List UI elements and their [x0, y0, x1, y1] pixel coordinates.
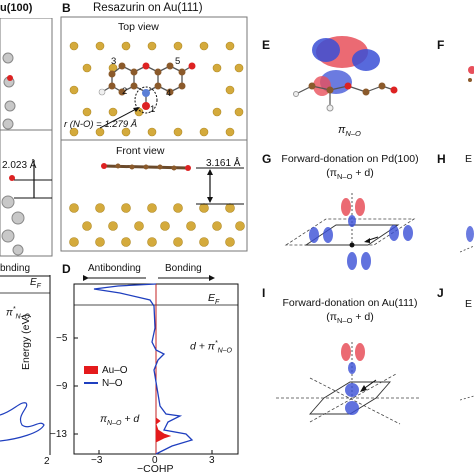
molecule-atoms [98, 62, 196, 110]
x-tick-neg3: −3 [91, 455, 103, 466]
x-tick-0: 0 [152, 455, 158, 466]
legend-n-o: N–O [84, 377, 128, 390]
front-distance-label: 3.161 Å [206, 158, 241, 169]
panel-e-caption: πN–O [338, 124, 361, 139]
panel-h-fragment-diagram [460, 226, 474, 253]
panel-j-fragment: E [465, 298, 473, 310]
atom-label-2: 2 [122, 86, 128, 97]
panel-f-fragment [468, 66, 474, 82]
legend-au-o: Au–O [84, 364, 128, 377]
left-panel-title-fragment: u(100) [0, 2, 33, 14]
panel-i-title: Forward-donation on Au(111) [282, 297, 418, 309]
panel-j-label: J [437, 286, 444, 300]
left-panel-strip: u(100) 2.023 Å bnding EF π*N–O 2 [0, 0, 56, 474]
annotation-pi-d: πN–O + d [100, 413, 140, 428]
left-distance-label: 2.023 Å [2, 160, 37, 171]
x-tick-3: 3 [209, 455, 215, 466]
au-o-curve [155, 284, 172, 454]
panel-d-label: D [62, 262, 71, 276]
cohp-legend: Au–O N–O [84, 364, 128, 390]
y-tick-13: −13 [50, 429, 67, 440]
left-structure-view [0, 18, 53, 257]
panel-i-subtitle: (πN–O + d) [326, 311, 374, 326]
panel-e-label: E [262, 38, 271, 52]
y-axis-label: Energy (eV) [20, 313, 32, 370]
top-view-label: Top view [118, 21, 159, 33]
panel-h-label: H [437, 152, 446, 166]
front-view-label: Front view [116, 145, 165, 157]
panel-b-structure [60, 16, 248, 252]
front-view-molecule [101, 163, 191, 171]
left-pi-label: π*N–O [6, 306, 30, 321]
panel-f-label: F [437, 38, 445, 52]
cohp-plot [73, 275, 239, 455]
panel-b-title: Resazurin on Au(111) [93, 2, 203, 14]
panel-g-label: G [262, 152, 272, 166]
panel-g-title: Forward-donation on Pd(100) [281, 153, 419, 165]
y-tick-9: −9 [56, 381, 68, 392]
panel-i-orbital-diagram [276, 342, 420, 425]
resazurin-molecule-top [101, 65, 193, 104]
y-tick-5: −5 [56, 333, 68, 344]
panel-g-subtitle: (πN–O + d) [326, 167, 374, 182]
gold-atom-grid [69, 41, 244, 137]
panel-g-orbital-diagram [284, 193, 416, 270]
bond-length-label: r (N-O) = 1.279 Å [64, 119, 138, 130]
atom-label-5: 5 [175, 56, 181, 67]
bonding-label: Bonding [165, 263, 202, 274]
highlight-circle [134, 86, 158, 114]
panel-j-fragment-diagram [460, 395, 474, 401]
atom-label-3: 3 [111, 56, 117, 67]
panel-i-label: I [262, 286, 266, 300]
atom-label-1: 1 [150, 104, 156, 115]
atom-label-4: 4 [166, 88, 172, 99]
left-cohp-fragment [0, 275, 51, 455]
panel-b-label: B [62, 1, 71, 15]
ef-label-d: EF [208, 292, 220, 307]
annotation-d-pi-star: d + π*N–O [190, 340, 232, 355]
left-x-tick: 2 [44, 456, 50, 467]
antibonding-label: Antibonding [88, 263, 141, 274]
bond-arrow [99, 107, 139, 129]
x-axis-label: −COHP [137, 463, 174, 475]
left-bonding-fragment: bnding [0, 263, 31, 274]
left-ef-label: EF [30, 277, 41, 290]
n-o-curve [93, 283, 194, 455]
panel-e-orbital [293, 36, 398, 112]
panel-h-fragment: E [465, 153, 473, 165]
front-view-gold [69, 203, 245, 247]
